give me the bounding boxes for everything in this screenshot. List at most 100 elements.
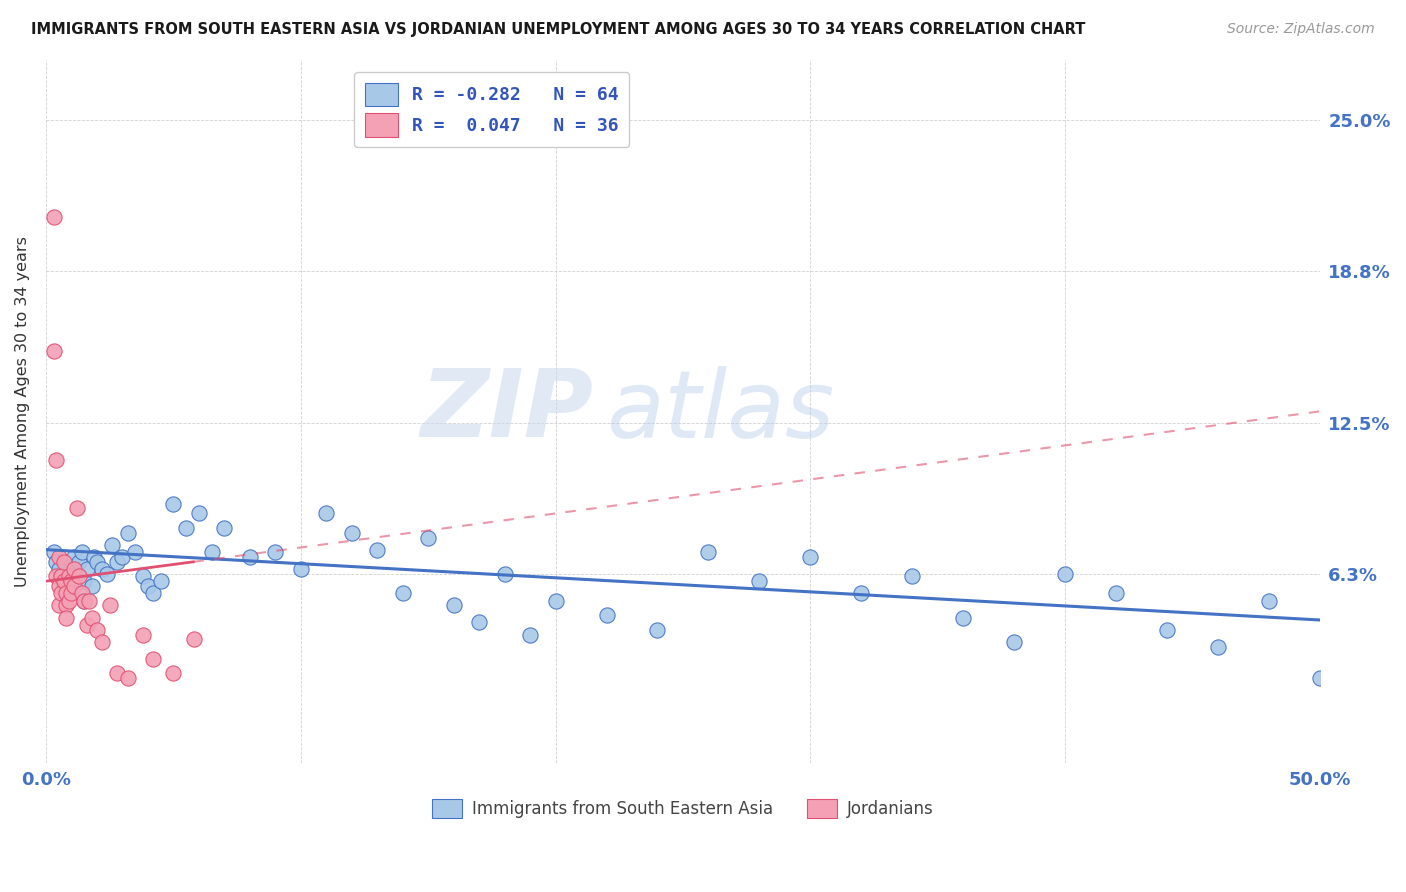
Point — [132, 627, 155, 641]
Point — [391, 586, 413, 600]
Y-axis label: Unemployment Among Ages 30 to 34 years: Unemployment Among Ages 30 to 34 years — [15, 235, 30, 587]
Point — [124, 545, 146, 559]
Point — [111, 549, 134, 564]
Point — [63, 562, 86, 576]
Point — [73, 593, 96, 607]
Point — [142, 586, 165, 600]
Text: IMMIGRANTS FROM SOUTH EASTERN ASIA VS JORDANIAN UNEMPLOYMENT AMONG AGES 30 TO 34: IMMIGRANTS FROM SOUTH EASTERN ASIA VS JO… — [31, 22, 1085, 37]
Point — [799, 549, 821, 564]
Point — [1156, 623, 1178, 637]
Point — [45, 569, 67, 583]
Point — [60, 562, 83, 576]
Point — [65, 566, 87, 581]
Point — [70, 586, 93, 600]
Point — [519, 627, 541, 641]
Point — [952, 610, 974, 624]
Point — [65, 501, 87, 516]
Point — [1002, 635, 1025, 649]
Point — [468, 615, 491, 630]
Text: Source: ZipAtlas.com: Source: ZipAtlas.com — [1227, 22, 1375, 37]
Point — [73, 574, 96, 589]
Point — [1206, 640, 1229, 654]
Point — [183, 632, 205, 647]
Point — [96, 566, 118, 581]
Point — [544, 593, 567, 607]
Point — [901, 569, 924, 583]
Point — [48, 599, 70, 613]
Point — [55, 583, 77, 598]
Point — [76, 562, 98, 576]
Point — [83, 549, 105, 564]
Point — [117, 525, 139, 540]
Point — [290, 562, 312, 576]
Point — [132, 569, 155, 583]
Point — [98, 599, 121, 613]
Point — [748, 574, 770, 589]
Point — [494, 566, 516, 581]
Point — [105, 555, 128, 569]
Point — [174, 521, 197, 535]
Point — [48, 549, 70, 564]
Point — [76, 618, 98, 632]
Point — [91, 635, 114, 649]
Point — [51, 586, 73, 600]
Point — [70, 545, 93, 559]
Point — [73, 593, 96, 607]
Point — [55, 586, 77, 600]
Point — [162, 666, 184, 681]
Point — [200, 545, 222, 559]
Point — [63, 579, 86, 593]
Point — [105, 666, 128, 681]
Point — [214, 521, 236, 535]
Legend: Immigrants from South Eastern Asia, Jordanians: Immigrants from South Eastern Asia, Jord… — [426, 793, 941, 825]
Point — [1054, 566, 1077, 581]
Point — [52, 579, 75, 593]
Point — [60, 574, 83, 589]
Point — [1258, 593, 1281, 607]
Point — [117, 671, 139, 685]
Point — [58, 593, 80, 607]
Point — [42, 211, 65, 225]
Point — [60, 586, 83, 600]
Point — [55, 610, 77, 624]
Point — [58, 569, 80, 583]
Point — [80, 610, 103, 624]
Point — [60, 574, 83, 589]
Point — [647, 623, 669, 637]
Point — [42, 343, 65, 358]
Point — [52, 555, 75, 569]
Point — [142, 652, 165, 666]
Point — [239, 549, 262, 564]
Point — [63, 549, 86, 564]
Point — [851, 586, 873, 600]
Point — [595, 608, 617, 623]
Point — [42, 545, 65, 559]
Point — [51, 569, 73, 583]
Point — [48, 562, 70, 576]
Point — [51, 569, 73, 583]
Point — [45, 453, 67, 467]
Point — [86, 623, 108, 637]
Text: ZIP: ZIP — [420, 366, 593, 458]
Point — [149, 574, 172, 589]
Point — [1105, 586, 1128, 600]
Point — [418, 531, 440, 545]
Point — [79, 593, 101, 607]
Text: atlas: atlas — [606, 366, 835, 457]
Point — [1309, 671, 1331, 685]
Point — [58, 574, 80, 589]
Point — [443, 599, 465, 613]
Point — [697, 545, 720, 559]
Point — [52, 574, 75, 589]
Point — [55, 599, 77, 613]
Point — [264, 545, 287, 559]
Point — [67, 555, 90, 569]
Point — [91, 562, 114, 576]
Point — [136, 579, 159, 593]
Point — [101, 538, 124, 552]
Point — [80, 579, 103, 593]
Point — [67, 569, 90, 583]
Point — [48, 579, 70, 593]
Point — [187, 506, 209, 520]
Point — [315, 506, 337, 520]
